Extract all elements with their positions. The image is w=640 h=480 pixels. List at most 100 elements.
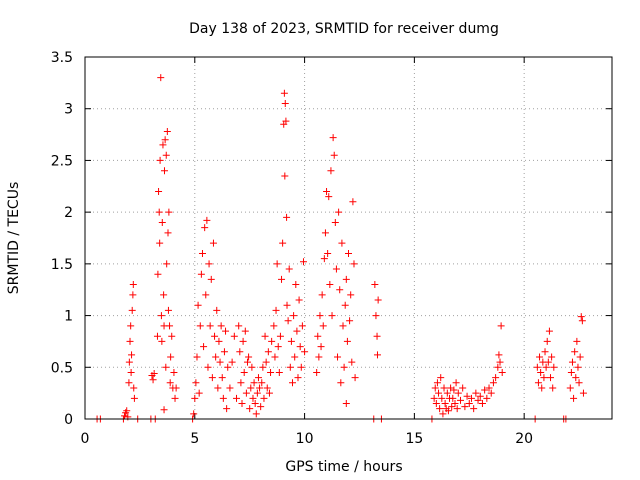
data-point [253,389,261,397]
data-point [437,374,445,382]
data-point [270,322,278,330]
data-point [496,358,504,366]
data-point [156,239,164,247]
data-point [226,384,234,392]
data-point [568,358,576,366]
data-point [160,167,168,175]
data-point [168,332,176,340]
data-point [125,358,133,366]
data-point [321,229,329,237]
data-point [282,117,290,125]
data-point [298,322,306,330]
data-point [235,322,243,330]
data-point [128,351,136,359]
data-point [166,322,174,330]
data-point [265,389,273,397]
data-point [540,374,548,382]
data-point [164,306,172,314]
data-point [315,353,323,361]
data-point [257,403,265,411]
data-point [350,260,358,268]
data-point [158,337,166,345]
data-point [155,187,163,195]
data-point [280,89,288,97]
data-point [172,384,180,392]
data-point [261,332,269,340]
data-point [456,396,464,404]
data-point [494,363,502,371]
data-point [293,327,301,335]
data-point [236,348,244,356]
data-point [228,358,236,366]
data-point [128,306,136,314]
data-point [443,389,451,397]
data-point [575,379,583,387]
data-point [459,384,467,392]
data-point [164,229,172,237]
data-point [349,198,357,206]
data-point [444,407,452,415]
data-point [573,337,581,345]
data-point [318,291,326,299]
data-point [204,363,212,371]
y-tick-label: 2.5 [51,153,73,169]
data-point [290,312,298,320]
plot-frame [84,56,613,420]
data-point [262,358,270,366]
data-point [155,208,163,216]
data-point [153,332,161,340]
data-point [334,353,342,361]
data-point [328,312,336,320]
y-tick-label: 0.5 [51,360,73,376]
data-point [279,239,287,247]
data-point [495,351,503,359]
y-tick-label: 3.5 [51,50,73,66]
data-point [205,260,213,268]
data-point [571,348,579,356]
data-point [207,275,215,283]
data-point [301,348,309,356]
data-point [314,332,322,340]
data-point [233,394,241,402]
data-point [156,156,164,164]
data-point [222,327,230,335]
y-tick-label: 0 [64,412,73,428]
x-tick-label: 5 [190,431,199,447]
data-point [197,270,205,278]
data-point [439,410,447,418]
data-point [129,291,137,299]
data-point [492,374,500,382]
data-point [130,394,138,402]
data-point [160,291,168,299]
data-point [472,389,480,397]
data-point [441,399,449,407]
data-point [230,332,238,340]
data-point [292,281,300,289]
grid [85,57,612,419]
data-point [476,392,484,400]
data-point [190,410,198,418]
data-point [220,348,228,356]
x-axis-label: GPS time / hours [285,459,402,475]
data-point [162,151,170,159]
data-point [256,384,264,392]
data-point [281,172,289,180]
data-point [217,322,225,330]
data-point [191,394,199,402]
data-point [287,337,295,345]
data-point [341,301,349,309]
x-tick-label: 15 [405,431,423,447]
data-point [296,343,304,351]
data-point [572,374,580,382]
data-point [537,368,545,376]
data-point [158,218,166,226]
data-points [93,74,587,423]
data-point [487,389,495,397]
data-point [316,312,324,320]
data-point [549,384,557,392]
data-point [171,394,179,402]
data-point [211,332,219,340]
data-point [223,405,231,413]
data-point [438,394,446,402]
data-point [159,141,167,149]
